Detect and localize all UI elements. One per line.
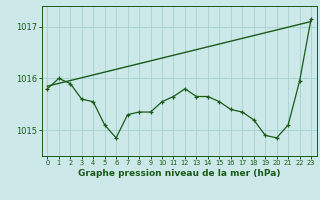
X-axis label: Graphe pression niveau de la mer (hPa): Graphe pression niveau de la mer (hPa) (78, 169, 280, 178)
